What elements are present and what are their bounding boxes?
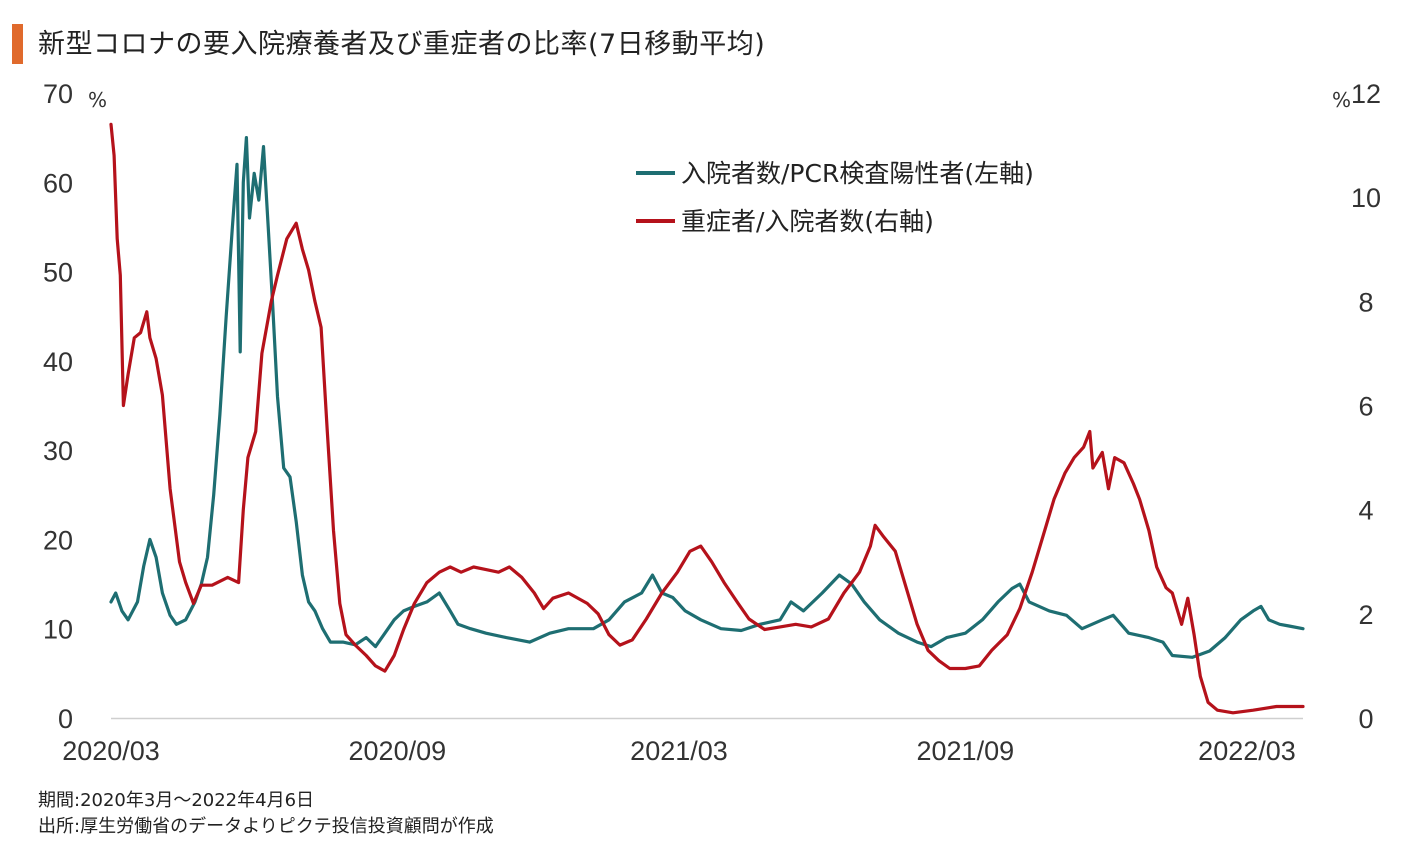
y-right-tick-label: 8 [1358, 287, 1373, 317]
series-layer [109, 122, 1305, 715]
x-tick-label: 2022/03 [1198, 736, 1296, 766]
y-right-tick-label: 12 [1351, 79, 1381, 109]
x-tick-label: 2021/03 [630, 736, 728, 766]
axis-layer: 0 10 20 30 40 50 60 70 % 0 2 4 6 8 10 12% 2020/03 2020/09… [43, 79, 1381, 766]
y-left-tick-label: 10 [43, 615, 73, 645]
y-right-tick-label: 0 [1358, 704, 1373, 734]
x-tick-label: 2020/03 [62, 736, 160, 766]
y-left-tick-label: 20 [43, 525, 73, 555]
y-right-tick-label: 4 [1358, 496, 1373, 526]
y-right-unit: % [1332, 88, 1351, 112]
title-accent-bar [12, 24, 23, 64]
y-right-tick-label: 6 [1358, 392, 1373, 422]
y-left-tick-label: 40 [43, 347, 73, 377]
footnote-source: 出所:厚生労働省のデータよりピクテ投信投資顧問が作成 [38, 816, 494, 837]
y-right-tick-label: 10 [1351, 183, 1381, 213]
x-tick-label: 2020/09 [349, 736, 447, 766]
series-line-hospitalization-ratio [109, 136, 1305, 659]
y-right-tick-label: 2 [1358, 600, 1373, 630]
legend-label: 重症者/入院者数(右軸) [681, 207, 934, 236]
y-left-tick-label: 60 [43, 168, 73, 198]
series-line-severe-ratio [109, 122, 1305, 715]
y-left-tick-label: 70 [43, 79, 73, 109]
y-left-unit: % [88, 88, 107, 112]
legend: 入院者数/PCR検査陽性者(左軸) 重症者/入院者数(右軸) [636, 159, 1034, 236]
x-tick-label: 2021/09 [917, 736, 1015, 766]
legend-label: 入院者数/PCR検査陽性者(左軸) [681, 159, 1034, 188]
y-left-tick-label: 50 [43, 258, 73, 288]
footnote-period: 期間:2020年3月～2022年4月6日 [38, 790, 315, 811]
y-left-tick-label: 30 [43, 436, 73, 466]
chart-title: 新型コロナの要入院療養者及び重症者の比率(7日移動平均) [38, 29, 766, 60]
y-left-tick-label: 0 [58, 704, 73, 734]
